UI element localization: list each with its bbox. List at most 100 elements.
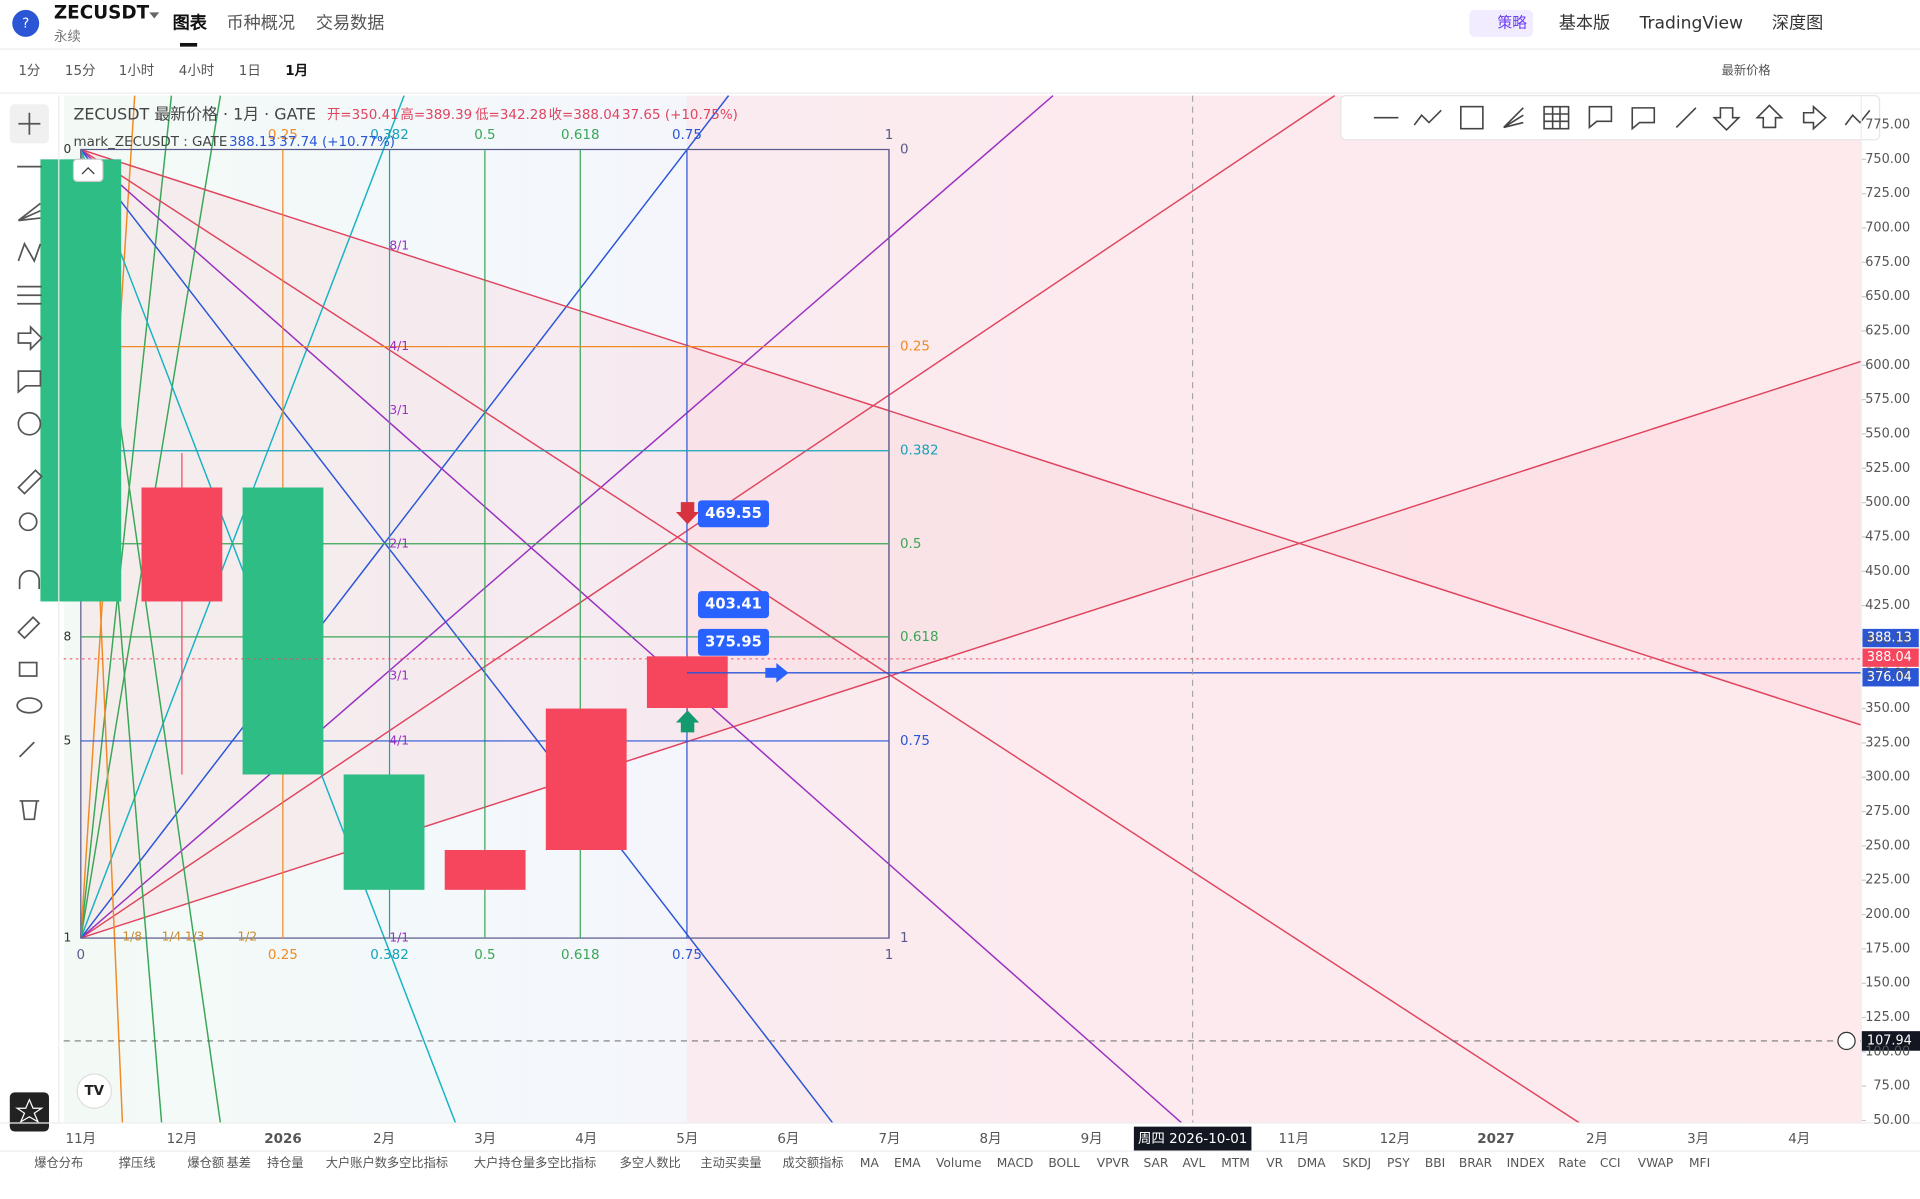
- indicator[interactable]: 持仓量: [267, 1155, 304, 1170]
- interval[interactable]: 4小时: [179, 63, 214, 79]
- collapse-icon: [81, 167, 95, 175]
- fib-tool[interactable]: [17, 285, 42, 305]
- fan-shade: [686, 95, 1862, 1123]
- indicator[interactable]: 基差: [227, 1156, 251, 1170]
- draw-tool[interactable]: [1712, 107, 1741, 132]
- y-tick-label: 500.00: [1865, 495, 1910, 510]
- indicator[interactable]: 爆仓额: [187, 1156, 224, 1170]
- x-tick-label: 3月: [474, 1132, 496, 1147]
- draw-tool[interactable]: [1413, 109, 1442, 126]
- zoom-tool[interactable]: [18, 512, 38, 532]
- indicator[interactable]: 大户持仓量多空比指标: [474, 1155, 596, 1170]
- sell-arrow: [675, 502, 700, 525]
- indicator[interactable]: Rate: [1558, 1156, 1586, 1170]
- fan-tool[interactable]: [17, 202, 41, 222]
- draw-tool[interactable]: [1460, 105, 1484, 130]
- lock-tool[interactable]: [18, 661, 38, 677]
- magnet-tool[interactable]: [18, 569, 41, 590]
- draw-tool[interactable]: [1802, 104, 1827, 131]
- y-tick-label: 725.00: [1865, 186, 1910, 201]
- indicator[interactable]: 爆仓分布: [34, 1156, 83, 1170]
- text-tool[interactable]: [17, 370, 42, 394]
- view-option[interactable]: TradingView: [1639, 13, 1743, 33]
- tool-icons: [16, 112, 43, 821]
- fan-label: 1/4: [162, 929, 182, 943]
- fan-label: 3/1: [389, 669, 409, 683]
- emoji-tool[interactable]: [17, 411, 42, 436]
- indicator[interactable]: MACD: [997, 1156, 1034, 1170]
- indicator[interactable]: SAR: [1143, 1156, 1168, 1170]
- indicator[interactable]: 成交额指标: [782, 1155, 843, 1170]
- gann-top-label: 0.75: [672, 128, 702, 143]
- hide-tool[interactable]: [16, 697, 43, 714]
- indicator[interactable]: AVL: [1182, 1156, 1205, 1170]
- gann-right-label: 0.5: [900, 537, 921, 552]
- gann-left-label: 8: [63, 629, 71, 643]
- draw-mode-tool[interactable]: [17, 616, 41, 640]
- interval[interactable]: 1小时: [119, 63, 154, 79]
- draw-tool[interactable]: [1755, 104, 1784, 129]
- indicator[interactable]: 大户账户数多空比指标: [326, 1155, 448, 1170]
- crosshair-price-box: [1861, 1031, 1920, 1051]
- strategy-label[interactable]: 策略: [1498, 14, 1528, 31]
- collapse-button[interactable]: [72, 158, 104, 182]
- draw-tool[interactable]: [1631, 107, 1656, 131]
- tab[interactable]: 币种概况: [227, 13, 296, 33]
- ruler-tool[interactable]: [17, 469, 43, 495]
- gann-top-label: 0.618: [561, 128, 600, 143]
- y-tick-label: 575.00: [1865, 392, 1910, 407]
- price-type[interactable]: 最新价格: [1722, 63, 1771, 78]
- draw-tool[interactable]: [1675, 107, 1697, 129]
- indicator[interactable]: CCI: [1600, 1156, 1621, 1170]
- indicator[interactable]: DMA: [1297, 1156, 1326, 1170]
- favorite-button[interactable]: [9, 1092, 49, 1132]
- indicator[interactable]: MFI: [1689, 1156, 1710, 1170]
- crosshair-price-label: 107.94: [1867, 1033, 1912, 1048]
- indicator[interactable]: 多空人数比: [620, 1155, 681, 1170]
- interval[interactable]: 1日: [239, 64, 261, 79]
- indicator[interactable]: INDEX: [1507, 1156, 1545, 1170]
- interval[interactable]: 1分: [18, 63, 40, 79]
- crosshair-tool[interactable]: [18, 112, 41, 135]
- pattern-tool[interactable]: [17, 241, 42, 263]
- gann-right-label: 0.618: [900, 630, 939, 645]
- add-alert-button[interactable]: [1837, 1031, 1856, 1051]
- tab[interactable]: 交易数据: [316, 13, 384, 33]
- x-tick-label: 12月: [167, 1132, 198, 1147]
- view-option[interactable]: 基本版: [1559, 13, 1610, 33]
- draw-tool[interactable]: [1543, 105, 1570, 130]
- x-tick-label: 12月: [1380, 1132, 1411, 1147]
- interval[interactable]: 15分: [65, 63, 96, 79]
- indicator[interactable]: MTM: [1221, 1156, 1250, 1170]
- symbol[interactable]: ZECUSDT: [54, 3, 150, 24]
- indicator[interactable]: 主动买卖量: [700, 1156, 761, 1170]
- price-badge: [1862, 668, 1919, 687]
- strategy-button[interactable]: [1469, 9, 1534, 37]
- indicator[interactable]: SKDJ: [1342, 1156, 1371, 1170]
- indicator[interactable]: VPVR: [1097, 1156, 1130, 1170]
- x-tick-label: 7月: [878, 1132, 900, 1147]
- draw-tool[interactable]: [1503, 107, 1524, 129]
- indicator[interactable]: Volume: [936, 1156, 982, 1170]
- x-tick-label: 2027: [1477, 1132, 1514, 1147]
- indicator[interactable]: EMA: [894, 1156, 921, 1170]
- indicator[interactable]: MA: [860, 1156, 880, 1170]
- arrow-tool[interactable]: [17, 324, 43, 352]
- interval[interactable]: 1月: [285, 63, 308, 79]
- indicator[interactable]: VR: [1266, 1156, 1283, 1170]
- indicator[interactable]: 撑压线: [119, 1155, 156, 1170]
- indicator[interactable]: BOLL: [1048, 1156, 1080, 1170]
- tab[interactable]: 图表: [173, 12, 208, 33]
- indicator[interactable]: PSY: [1387, 1156, 1410, 1170]
- indicator[interactable]: BBI: [1425, 1156, 1445, 1170]
- price-badge-label: 388.13: [1867, 631, 1912, 646]
- delete-tool[interactable]: [19, 800, 40, 821]
- dropdown-icon[interactable]: [149, 12, 160, 19]
- indicator[interactable]: BRAR: [1459, 1156, 1493, 1170]
- fan-label: 2/1: [389, 536, 409, 550]
- link-tool[interactable]: [18, 741, 35, 758]
- draw-tool[interactable]: [1588, 105, 1613, 130]
- indicator[interactable]: VWAP: [1638, 1156, 1674, 1170]
- view-option[interactable]: 深度图: [1772, 13, 1823, 33]
- draw-tool[interactable]: [1844, 109, 1871, 126]
